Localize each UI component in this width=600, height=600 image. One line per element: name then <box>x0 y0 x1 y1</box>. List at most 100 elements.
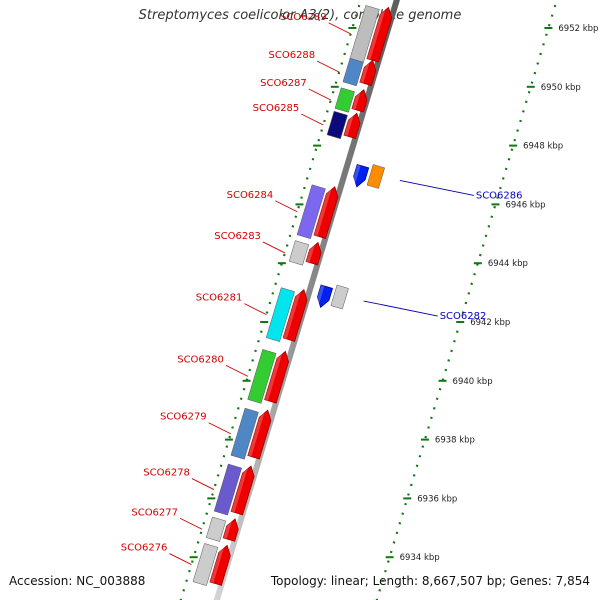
tick-label: 6946 kbp <box>505 200 545 210</box>
gene-sco6282[interactable] <box>317 284 334 308</box>
gene-sco6287-leader <box>308 88 331 101</box>
gene-sco6279-highlight <box>247 409 266 457</box>
gene-sco6285-arrow[interactable] <box>343 112 361 140</box>
gene-sco6289-arrow[interactable] <box>366 6 393 63</box>
gene-sco6287-arrow[interactable] <box>351 89 368 113</box>
gene-sco6288-leader <box>316 60 340 73</box>
gene-sco6276-leader <box>169 553 192 565</box>
gene-sco6285-leader <box>301 113 324 126</box>
gene-sco6281-block <box>265 287 295 342</box>
gene-sco6285-block <box>326 110 348 140</box>
gene-sco6284-highlight <box>314 186 333 237</box>
tick-label: 6944 kbp <box>488 259 528 269</box>
left-tick-track <box>179 0 362 600</box>
gene-sco6286-label[interactable]: SCO6286 <box>476 190 523 201</box>
gene-sco6289-leader <box>328 22 351 35</box>
gene-sco6285[interactable] <box>343 112 361 140</box>
gene-sco6280-label[interactable]: SCO6280 <box>177 354 224 365</box>
accession-label: Accession: NC_003888 <box>9 574 146 588</box>
gene-features <box>192 5 393 586</box>
gene-sco6281-label[interactable]: SCO6281 <box>196 293 243 304</box>
gene-sco6279-block <box>230 407 259 460</box>
gene-sco6282-leader <box>363 300 438 317</box>
gene-sco6283[interactable] <box>305 241 322 266</box>
tick-label: 6938 kbp <box>435 436 475 446</box>
gene-sco6283-block <box>288 240 310 266</box>
gene-sco6278-leader <box>191 478 215 490</box>
gene-sco6289[interactable] <box>366 6 393 63</box>
gene-sco6286-arrow[interactable] <box>353 163 370 188</box>
gene-sco6288[interactable] <box>359 59 377 87</box>
gene-sco6281-leader <box>244 303 267 316</box>
gene-sco6288-block <box>342 58 364 87</box>
gene-sco6277-arrow[interactable] <box>222 518 239 542</box>
tick-label: 6948 kbp <box>523 142 563 152</box>
gene-sco6283-arrow[interactable] <box>305 241 322 266</box>
gene-sco6283-label[interactable]: SCO6283 <box>214 231 261 242</box>
gene-sco6286-block <box>366 164 386 189</box>
gene-sco6285-label[interactable]: SCO6285 <box>253 103 300 114</box>
gene-sco6289-highlight <box>366 6 387 60</box>
gene-sco6288-arrow[interactable] <box>359 59 377 87</box>
right-tick-track <box>375 0 558 600</box>
gene-sco6276-arrow[interactable] <box>209 544 231 586</box>
gene-sco6284-block <box>296 184 326 240</box>
tick-label: 6950 kbp <box>541 83 581 93</box>
gene-sco6276-highlight <box>209 544 225 583</box>
gene-sco6278[interactable] <box>230 465 255 516</box>
gene-sco6287-label[interactable]: SCO6287 <box>260 78 307 89</box>
gene-sco6287[interactable] <box>351 89 368 113</box>
tick-label: 6940 kbp <box>453 377 493 387</box>
gene-labels: 6934 kbp 6936 kbp 6938 kbp 6940 kbp 6942 kbp… <box>121 12 598 565</box>
gene-sco6284-arrow[interactable] <box>313 186 339 239</box>
tick-label: 6936 kbp <box>417 494 457 504</box>
gene-sco6287-highlight <box>351 89 362 110</box>
gene-sco6278-block <box>213 463 242 516</box>
gene-sco6281-arrow[interactable] <box>282 288 308 342</box>
gene-sco6282-label[interactable]: SCO6282 <box>440 311 487 322</box>
gene-sco6286[interactable] <box>353 163 370 188</box>
gene-sco6277-leader <box>179 517 203 530</box>
tick-label: 6934 kbp <box>400 553 440 563</box>
gene-sco6278-highlight <box>231 465 249 513</box>
gene-sco6282-arrow[interactable] <box>317 284 334 308</box>
tick-label: 6942 kbp <box>470 318 510 328</box>
genome-summary: Topology: linear; Length: 8,667,507 bp; … <box>270 574 590 588</box>
gene-sco6282-block <box>330 284 349 310</box>
gene-sco6278-label[interactable]: SCO6278 <box>143 468 190 479</box>
gene-sco6284[interactable] <box>313 186 339 239</box>
gene-sco6289-label[interactable]: SCO6289 <box>280 12 327 23</box>
gene-sco6287-block <box>334 87 355 113</box>
gene-sco6277-label[interactable]: SCO6277 <box>131 507 178 518</box>
tick-label: 6952 kbp <box>558 24 598 34</box>
gene-sco6278-arrow[interactable] <box>230 465 255 516</box>
gene-sco6288-label[interactable]: SCO6288 <box>269 50 316 61</box>
gene-sco6281-highlight <box>283 288 302 339</box>
gene-sco6283-highlight <box>306 241 316 263</box>
gene-sco6286-leader <box>399 180 474 196</box>
gene-sco6280[interactable] <box>264 350 289 404</box>
gene-sco6279-label[interactable]: SCO6279 <box>160 412 207 423</box>
gene-sco6276[interactable] <box>209 544 231 586</box>
gene-sco6288-highlight <box>359 59 371 84</box>
gene-sco6284-leader <box>275 200 298 213</box>
gene-sco6276-block <box>192 543 219 586</box>
gene-sco6280-leader <box>225 364 249 377</box>
tick-tracks <box>179 0 558 600</box>
gene-sco6286-highlight <box>353 164 361 187</box>
gene-sco6283-leader <box>262 241 286 254</box>
gene-sco6277-highlight <box>223 518 233 539</box>
gene-sco6277[interactable] <box>222 518 239 542</box>
gene-sco6279-leader <box>208 422 231 435</box>
gene-sco6284-label[interactable]: SCO6284 <box>227 190 274 201</box>
gene-sco6279[interactable] <box>247 409 272 460</box>
gene-sco6285-highlight <box>344 112 355 137</box>
gene-sco6280-block <box>247 349 277 404</box>
gene-sco6281[interactable] <box>282 288 308 342</box>
gene-sco6277-block <box>205 516 227 542</box>
gene-sco6276-label[interactable]: SCO6276 <box>121 543 168 554</box>
gene-sco6280-arrow[interactable] <box>264 350 289 404</box>
gene-sco6280-highlight <box>264 350 284 401</box>
gene-sco6279-arrow[interactable] <box>247 409 272 460</box>
